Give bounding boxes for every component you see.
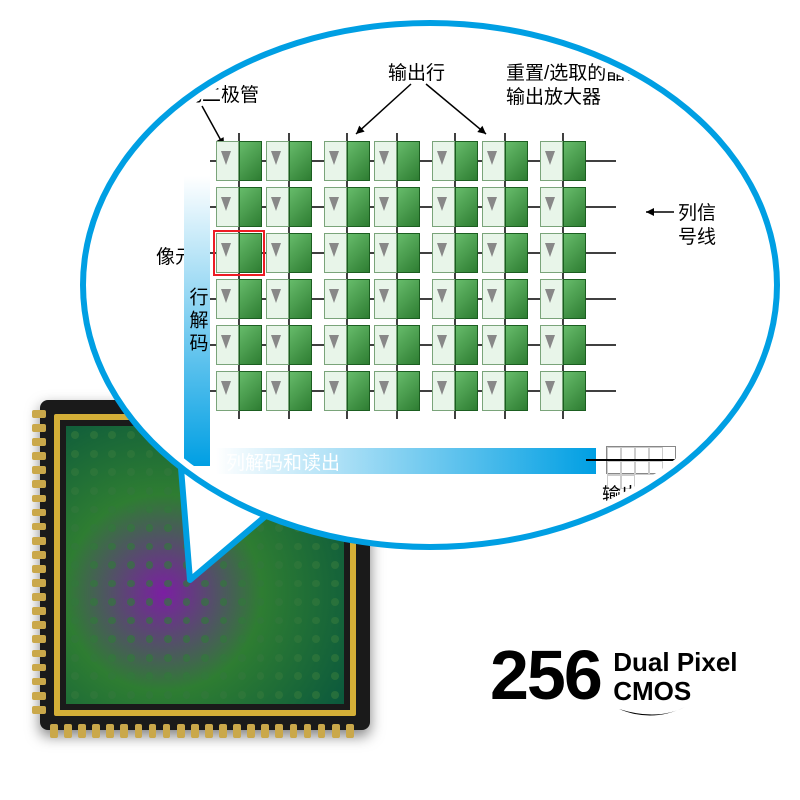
pixel-cell	[540, 141, 586, 181]
pixel-cell	[216, 141, 262, 181]
label-photodiode: 光电二极管	[164, 80, 259, 107]
pixel-cell	[374, 187, 420, 227]
label-transistor-b: 输出放大器	[506, 82, 601, 109]
pixel-cell	[482, 325, 528, 365]
pixel-cell	[324, 141, 370, 181]
bubble-content: 光电二极管输出行重置/选取的晶体管、输出放大器像元列信号线行解码列解码和读出输出…	[92, 32, 768, 538]
pixel-cell	[540, 187, 586, 227]
pixel-cell	[324, 233, 370, 273]
logo-line1: Dual Pixel	[613, 648, 737, 677]
label-col-signal-a: 列信	[678, 198, 716, 225]
pixel-cell	[266, 371, 312, 411]
pixel-cell	[432, 141, 478, 181]
col-decode-bar: 列解码和读出	[216, 448, 596, 474]
pixel-cell	[266, 233, 312, 273]
pixel-cell	[266, 141, 312, 181]
pixel-cell	[482, 371, 528, 411]
diagram-canvas: 光电二极管输出行重置/选取的晶体管、输出放大器像元列信号线行解码列解码和读出输出…	[0, 0, 800, 800]
pixel-cell	[540, 233, 586, 273]
pixel-cell	[432, 371, 478, 411]
pixel-cell	[432, 325, 478, 365]
pixel-cell	[266, 325, 312, 365]
product-logo: 256 Dual Pixel CMOS	[490, 640, 738, 710]
callout-bubble: 光电二极管输出行重置/选取的晶体管、输出放大器像元列信号线行解码列解码和读出输出…	[80, 20, 780, 550]
label-output-buffer: 输出缓冲	[602, 480, 678, 507]
pixel-cell	[374, 279, 420, 319]
pixel-cell	[540, 279, 586, 319]
pixel-cell	[324, 279, 370, 319]
logo-line2: CMOS	[613, 677, 737, 706]
pixel-cell	[266, 187, 312, 227]
pixel-cell	[216, 325, 262, 365]
pixel-cell	[482, 279, 528, 319]
pixel-cell	[374, 141, 420, 181]
pixel-cell	[432, 233, 478, 273]
pixel-cell	[324, 371, 370, 411]
pixel-cell	[324, 187, 370, 227]
pixel-cell	[482, 187, 528, 227]
pixel-cell	[374, 371, 420, 411]
pixel-cell	[482, 141, 528, 181]
label-transistor-a: 重置/选取的晶体管、	[506, 58, 682, 85]
pixel-cell	[540, 371, 586, 411]
pixel-cell	[216, 187, 262, 227]
pixel-cell	[540, 325, 586, 365]
pixel-cell	[374, 233, 420, 273]
pixel-cell	[266, 279, 312, 319]
pixel-cell	[216, 279, 262, 319]
pixel-cell	[216, 371, 262, 411]
pixel-cell	[374, 325, 420, 365]
swoosh-icon	[617, 705, 687, 725]
row-decode-bar: 行解码	[184, 176, 210, 466]
output-buffer	[606, 446, 716, 478]
label-output-row: 输出行	[388, 58, 445, 85]
logo-number: 256	[490, 640, 601, 710]
label-col-signal-b: 号线	[678, 222, 716, 249]
highlighted-pixel	[213, 230, 265, 276]
pixel-cell	[432, 187, 478, 227]
pixel-cell	[432, 279, 478, 319]
pixel-cell	[324, 325, 370, 365]
pixel-cell	[482, 233, 528, 273]
